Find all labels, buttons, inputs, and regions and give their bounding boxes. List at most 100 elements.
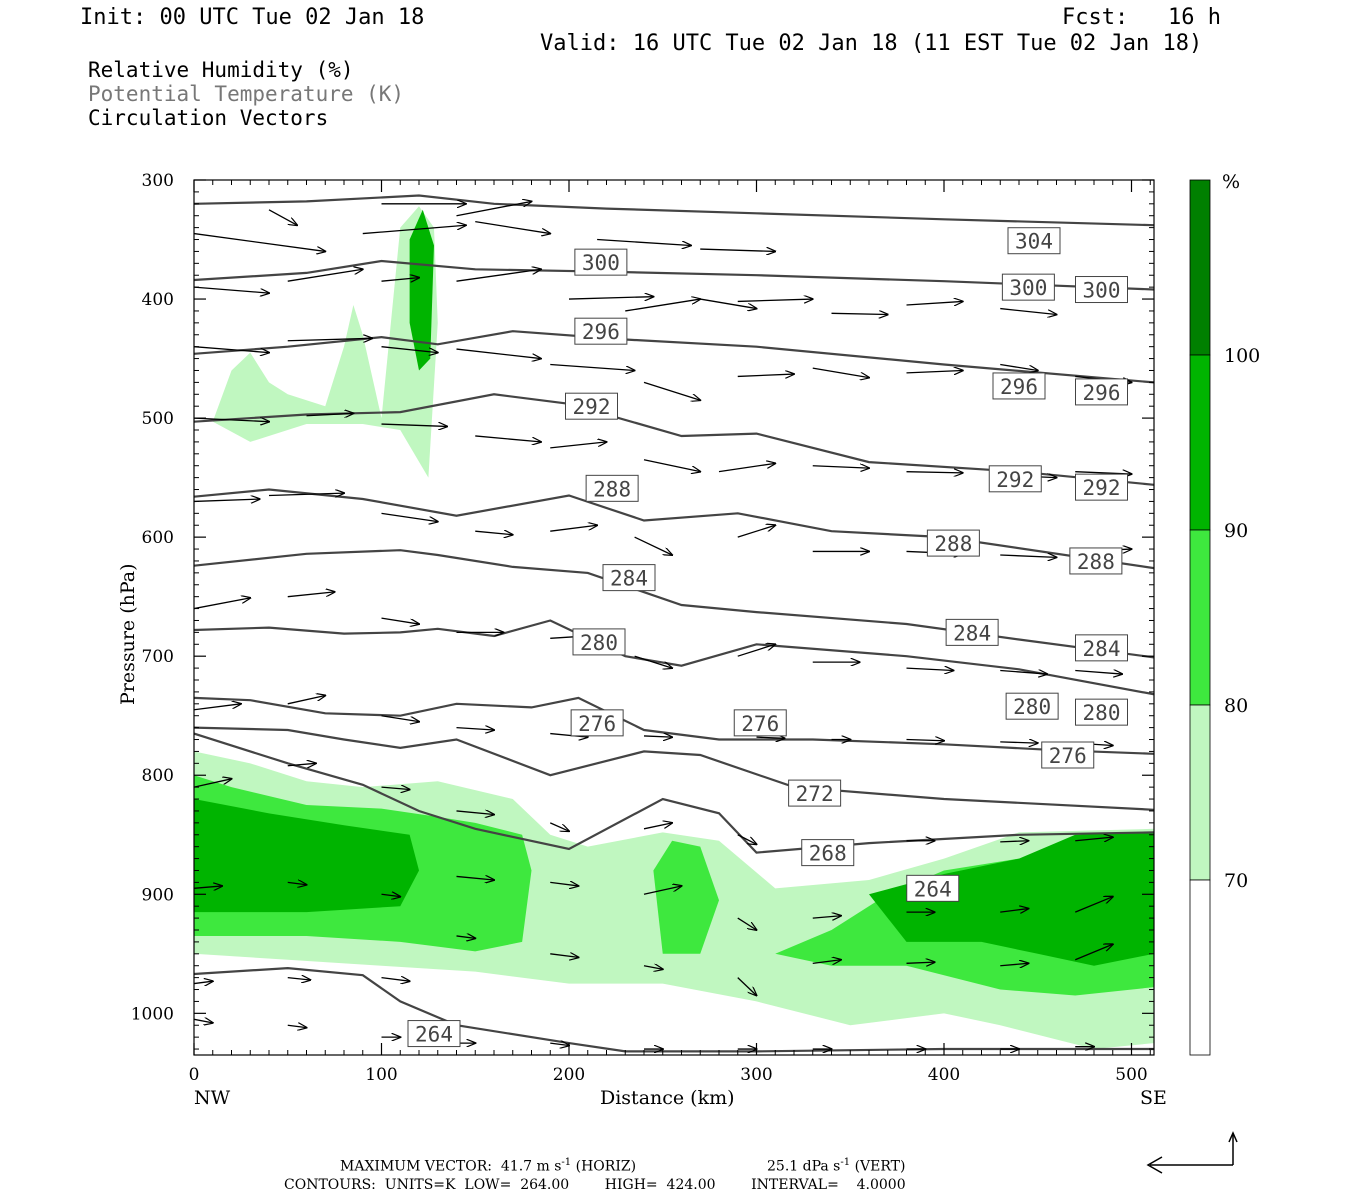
- vector-arrow: [1000, 742, 1038, 743]
- vector-arrow: [1000, 963, 1028, 965]
- rh-region-80-3: [653, 840, 719, 954]
- footer-max-vector: MAXIMUM VECTOR: 41.7 m s-1 (HORIZ): [340, 1157, 637, 1175]
- init-time: Init: 00 UTC Tue 02 Jan 18: [80, 5, 425, 30]
- vector-arrow: [550, 442, 606, 449]
- contour-label-296: 296: [1000, 375, 1038, 399]
- vector-arrow: [643, 459, 700, 472]
- theta-contour-288: [194, 488, 1154, 570]
- contour-label-box: [602, 564, 656, 592]
- contour-label-box: [1001, 273, 1055, 301]
- vector-arrow: [194, 779, 232, 788]
- vector-arrow: [268, 209, 297, 225]
- vector-arrow: [194, 499, 260, 501]
- forecast-hour: 16 h: [1168, 5, 1221, 30]
- theta-contour-272: [194, 726, 1154, 811]
- vector-arrow: [737, 644, 776, 657]
- theta-contour-304: [194, 194, 1154, 227]
- vector-arrow: [700, 298, 756, 309]
- vector-arrow: [737, 977, 757, 996]
- vector-arrow: [568, 297, 653, 299]
- vector-arrow: [1000, 670, 1047, 674]
- footer-max-vert: 25.1 dPa s-1 (VERT): [767, 1157, 906, 1175]
- x-tick-label: 200: [553, 1065, 585, 1085]
- vector-arrow: [287, 763, 316, 765]
- forecast-label: Fcst:: [1062, 5, 1129, 30]
- x-tick-label: 100: [365, 1065, 397, 1085]
- colorbar-swatch: [1189, 354, 1211, 531]
- vector-arrow: [1075, 944, 1113, 961]
- contour-label-276: 276: [1049, 744, 1087, 768]
- contour-label-box: [574, 317, 628, 345]
- vector-arrow: [643, 736, 672, 737]
- contour-label-300: 300: [1009, 276, 1047, 300]
- colorbar: 100 90 80 70: [1189, 179, 1260, 1056]
- vector-arrow: [737, 525, 776, 538]
- vector-arrow: [643, 966, 663, 970]
- x-end-right: SE: [1140, 1087, 1167, 1109]
- vector-arrow: [812, 367, 869, 378]
- contour-label-box: [1005, 692, 1059, 720]
- contour-label-box: [945, 618, 999, 646]
- axis-ticks: 300 400 500 600 700 800 900 1000 0 100 200 300 400 50…: [131, 171, 1154, 1085]
- vector-arrow: [287, 882, 307, 884]
- y-tick-label: 900: [142, 885, 174, 905]
- vector-arrow: [475, 221, 550, 234]
- y-tick-label: 300: [142, 171, 174, 191]
- vector-arrow: [550, 882, 578, 886]
- vector-arrow: [906, 668, 954, 670]
- contour-label-box: [572, 628, 626, 656]
- contour-label-box: [1075, 473, 1128, 501]
- vector-arrow: [456, 269, 541, 282]
- colorbar-label-80: 80: [1224, 695, 1248, 717]
- vector-arrow: [1075, 897, 1113, 913]
- vector-arrow: [287, 269, 363, 282]
- theta-contour-284: [194, 549, 1154, 659]
- contour-labels: 304 300 300 300 296 296 296 292 292 292 288 288 288 2…: [407, 227, 1128, 1048]
- vector-arrow: [381, 787, 410, 789]
- vector-arrow: [381, 424, 448, 426]
- vector-arrow: [456, 728, 495, 730]
- contour-label-300: 300: [582, 251, 620, 275]
- vector-arrow: [550, 734, 588, 738]
- vector-arrow: [456, 201, 532, 217]
- contour-label-292: 292: [573, 395, 611, 419]
- vector-arrow: [812, 960, 841, 964]
- contour-label-272: 272: [796, 782, 834, 806]
- vector-arrow: [287, 338, 372, 340]
- contour-label-288: 288: [1077, 550, 1115, 574]
- vector-arrow: [1000, 363, 1038, 371]
- contour-label-276: 276: [741, 712, 779, 736]
- contour-label-288: 288: [934, 532, 972, 556]
- contour-label-box: [988, 465, 1042, 493]
- vector-arrow: [737, 374, 794, 376]
- y-tick-label: 400: [142, 290, 174, 310]
- contour-label-box: [926, 529, 980, 557]
- colorbar-label-100: 100: [1224, 345, 1260, 367]
- colorbar-swatch: [1189, 879, 1211, 1056]
- legend-vectors: Circulation Vectors: [88, 106, 329, 130]
- contour-label-292: 292: [1083, 476, 1121, 500]
- vector-arrow: [906, 472, 963, 473]
- vector-arrow: [906, 301, 963, 305]
- contour-label-box: [570, 709, 624, 737]
- vector-arrow: [456, 876, 495, 880]
- vector-arrow: [643, 823, 672, 830]
- vector-arrow: [287, 592, 335, 598]
- vector-arrow: [812, 916, 841, 918]
- contour-label-284: 284: [953, 621, 991, 645]
- contour-label-296: 296: [1083, 381, 1121, 405]
- contour-label-box: [574, 248, 628, 276]
- contour-label-296: 296: [582, 320, 620, 344]
- contour-label-box: [1041, 741, 1095, 769]
- y-tick-label: 500: [142, 409, 174, 429]
- contour-label-box: [1075, 698, 1128, 726]
- vector-arrow: [381, 512, 438, 521]
- vector-arrow: [1075, 670, 1122, 674]
- vector-arrow: [194, 598, 250, 610]
- contour-label-280: 280: [580, 631, 618, 655]
- x-end-left: NW: [194, 1087, 231, 1109]
- vector-arrow: [362, 225, 466, 235]
- vector-arrow: [287, 1025, 307, 1027]
- valid-time: Valid: 16 UTC Tue 02 Jan 18 (11 EST Tue …: [540, 31, 1203, 56]
